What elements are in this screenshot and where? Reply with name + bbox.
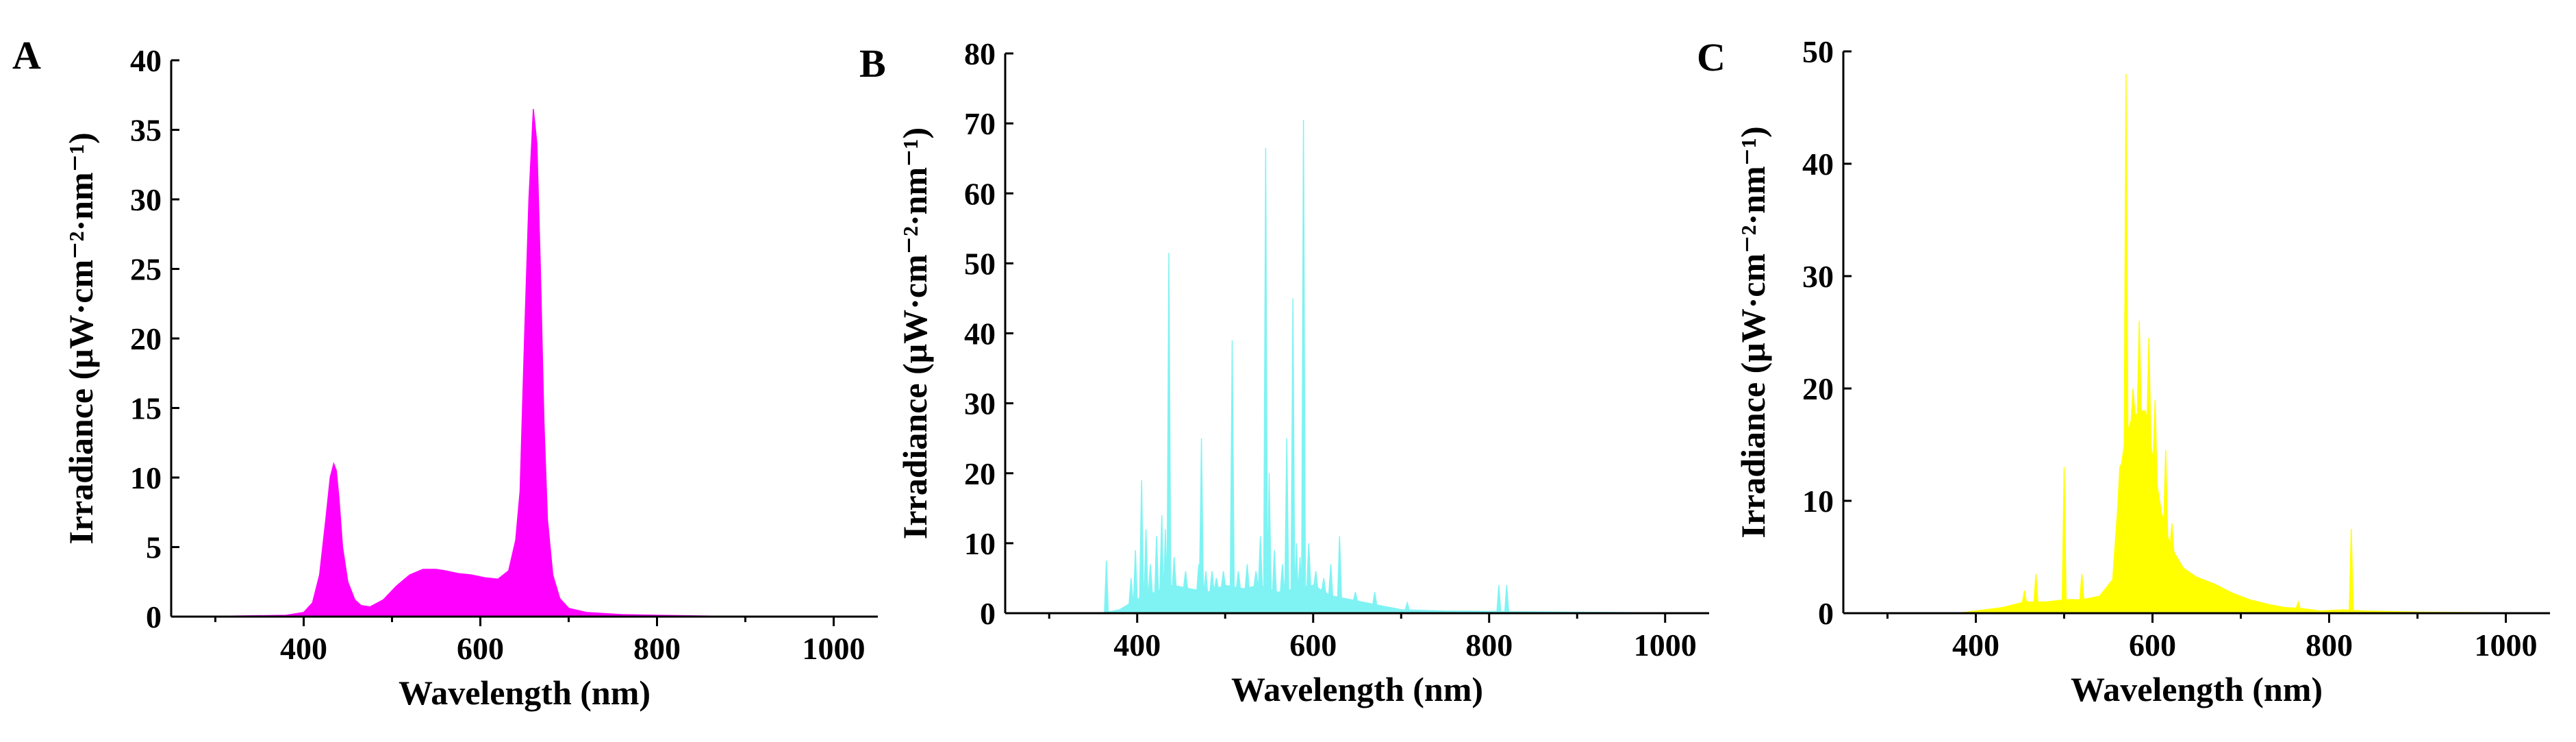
y-tick-label: 0 <box>1818 596 1834 631</box>
x-tick-label: 1000 <box>803 631 866 666</box>
x-tick-label: 400 <box>280 631 327 666</box>
x-axis-label: Wavelength (nm) <box>399 673 651 712</box>
y-tick-label: 40 <box>130 43 162 78</box>
y-tick-label: 25 <box>130 252 162 287</box>
y-tick-label: 0 <box>146 599 162 634</box>
x-tick-label: 800 <box>1465 628 1513 663</box>
y-axis-label: Irradiance (μW·cm⁻²·nm⁻¹) <box>896 127 934 539</box>
y-tick-label: 20 <box>130 321 162 356</box>
y-tick-label: 50 <box>964 246 996 281</box>
y-tick-label: 5 <box>146 530 162 565</box>
y-tick-label: 30 <box>964 386 996 421</box>
x-axis-label: Wavelength (nm) <box>1231 670 1483 708</box>
panel-letter: A <box>12 33 41 77</box>
chart-panel-a: 0 5 10 15 20 25 30 35 40 400 600 800 1000 Wavelength … <box>12 33 878 712</box>
y-tick-label: 30 <box>130 182 162 217</box>
x-tick-label: 800 <box>633 631 681 666</box>
spectrum-series-c <box>1843 73 2551 614</box>
x-tick-label: 800 <box>2306 628 2353 663</box>
y-tick-label: 20 <box>964 456 996 491</box>
y-tick-label: 60 <box>964 176 996 211</box>
x-axis-label: Wavelength (nm) <box>2071 670 2323 708</box>
x-tick-label: 400 <box>1113 628 1161 663</box>
y-axis-label: Irradiance (μW·cm⁻²·nm⁻¹) <box>1734 126 1772 538</box>
x-tick-label: 600 <box>1289 628 1337 663</box>
y-tick-label: 40 <box>964 317 996 351</box>
y-tick-label: 10 <box>964 526 996 561</box>
y-tick-label: 80 <box>964 36 996 71</box>
y-tick-label: 30 <box>1802 259 1834 294</box>
chart-panel-b: 0 10 20 30 40 50 60 70 80 400 600 800 1000 Wavelength… <box>859 36 1710 708</box>
y-tick-label: 40 <box>1802 147 1834 182</box>
y-tick-label: 0 <box>980 596 996 631</box>
spectrum-series-b <box>1005 119 1710 614</box>
y-tick-label: 35 <box>130 113 162 148</box>
y-tick-label: 10 <box>130 460 162 495</box>
x-tick-label: 1000 <box>2475 628 2538 663</box>
y-tick-label: 50 <box>1802 34 1834 69</box>
x-tick-label: 600 <box>457 631 504 666</box>
y-axis-label: Irradiance (μW·cm⁻²·nm⁻¹) <box>62 132 100 544</box>
spectrum-series-a <box>197 109 878 617</box>
y-tick-label: 10 <box>1802 484 1834 519</box>
x-tick-label: 400 <box>1952 628 1999 663</box>
x-tick-label: 600 <box>2129 628 2176 663</box>
y-tick-label: 20 <box>1802 371 1834 406</box>
panel-letter: C <box>1697 35 1726 79</box>
chart-panel-c: 0 10 20 30 40 50 400 600 800 1000 Wavelength (nm) I… <box>1697 34 2551 708</box>
x-tick-label: 1000 <box>1634 628 1697 663</box>
panel-letter: B <box>859 41 886 86</box>
y-tick-label: 70 <box>964 106 996 141</box>
y-tick-label: 15 <box>130 391 162 426</box>
